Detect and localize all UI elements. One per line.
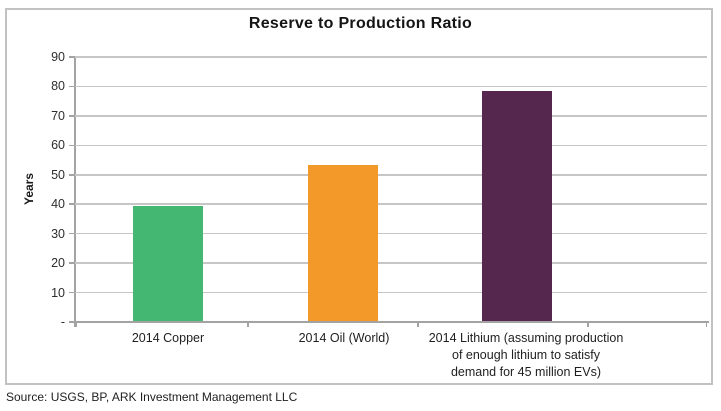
x-category-label: 2014 Oil (World): [229, 330, 459, 347]
x-axis-tick: [75, 322, 77, 327]
gridline: [75, 203, 707, 205]
y-axis-line: [74, 57, 76, 327]
x-axis-tick: [587, 322, 589, 327]
y-tick-label: 90: [51, 50, 65, 64]
gridline: [75, 174, 707, 176]
gridline: [75, 262, 707, 264]
y-tick-label: 70: [51, 108, 65, 123]
x-axis-tick: [705, 322, 707, 327]
x-axis-line: [72, 321, 709, 323]
gridline: [75, 291, 707, 294]
source-note: Source: USGS, BP, ARK Investment Managem…: [6, 390, 298, 404]
bar-2014-oil-world: [308, 165, 378, 321]
y-tick-label: 40: [51, 197, 65, 212]
x-category-label-line: 2014 Copper: [131, 331, 205, 345]
y-tick-label: 30: [51, 226, 65, 241]
y-axis-tick: [69, 291, 75, 294]
x-axis-tick: [247, 322, 249, 327]
y-tick-label: 10: [51, 285, 65, 300]
bar-2014-copper: [133, 206, 203, 321]
gridline: [75, 115, 707, 117]
y-axis-tick: [69, 232, 75, 235]
x-category-label: 2014 Lithium (assuming production of enou…: [411, 330, 641, 381]
y-tick-label: -: [60, 315, 65, 329]
gridline: [75, 56, 707, 58]
y-axis-tick: [69, 174, 75, 176]
bar-2014-lithium: [482, 91, 552, 321]
y-axis-tick: [69, 321, 75, 323]
gridline: [75, 85, 707, 88]
y-tick-label: 50: [51, 167, 65, 182]
y-axis-tick: [69, 115, 75, 117]
y-tick-label: 60: [51, 138, 65, 153]
y-axis-tick: [69, 262, 75, 264]
x-category-label-line: of enough lithium to satisfy: [452, 348, 600, 362]
x-category-label-line: demand for 45 million EVs): [450, 365, 602, 379]
x-axis-tick: [417, 322, 419, 327]
y-axis-tick: [69, 203, 75, 205]
x-category-label: 2014 Copper: [53, 330, 283, 347]
x-category-label-line: 2014 Oil (World): [298, 331, 390, 345]
y-tick-label: 80: [51, 79, 65, 94]
gridline: [75, 232, 707, 235]
plot-area: - 10 20 30 40 50 60 70 80 90: [51, 50, 709, 329]
gridline: [75, 144, 707, 147]
chart-title: Reserve to Production Ratio: [248, 15, 473, 32]
y-axis-tick: [69, 56, 75, 58]
x-category-label-line: 2014 Lithium (assuming production: [428, 331, 624, 345]
y-axis-tick: [69, 85, 75, 88]
y-tick-label: 20: [51, 256, 65, 271]
y-axis-tick: [69, 144, 75, 147]
